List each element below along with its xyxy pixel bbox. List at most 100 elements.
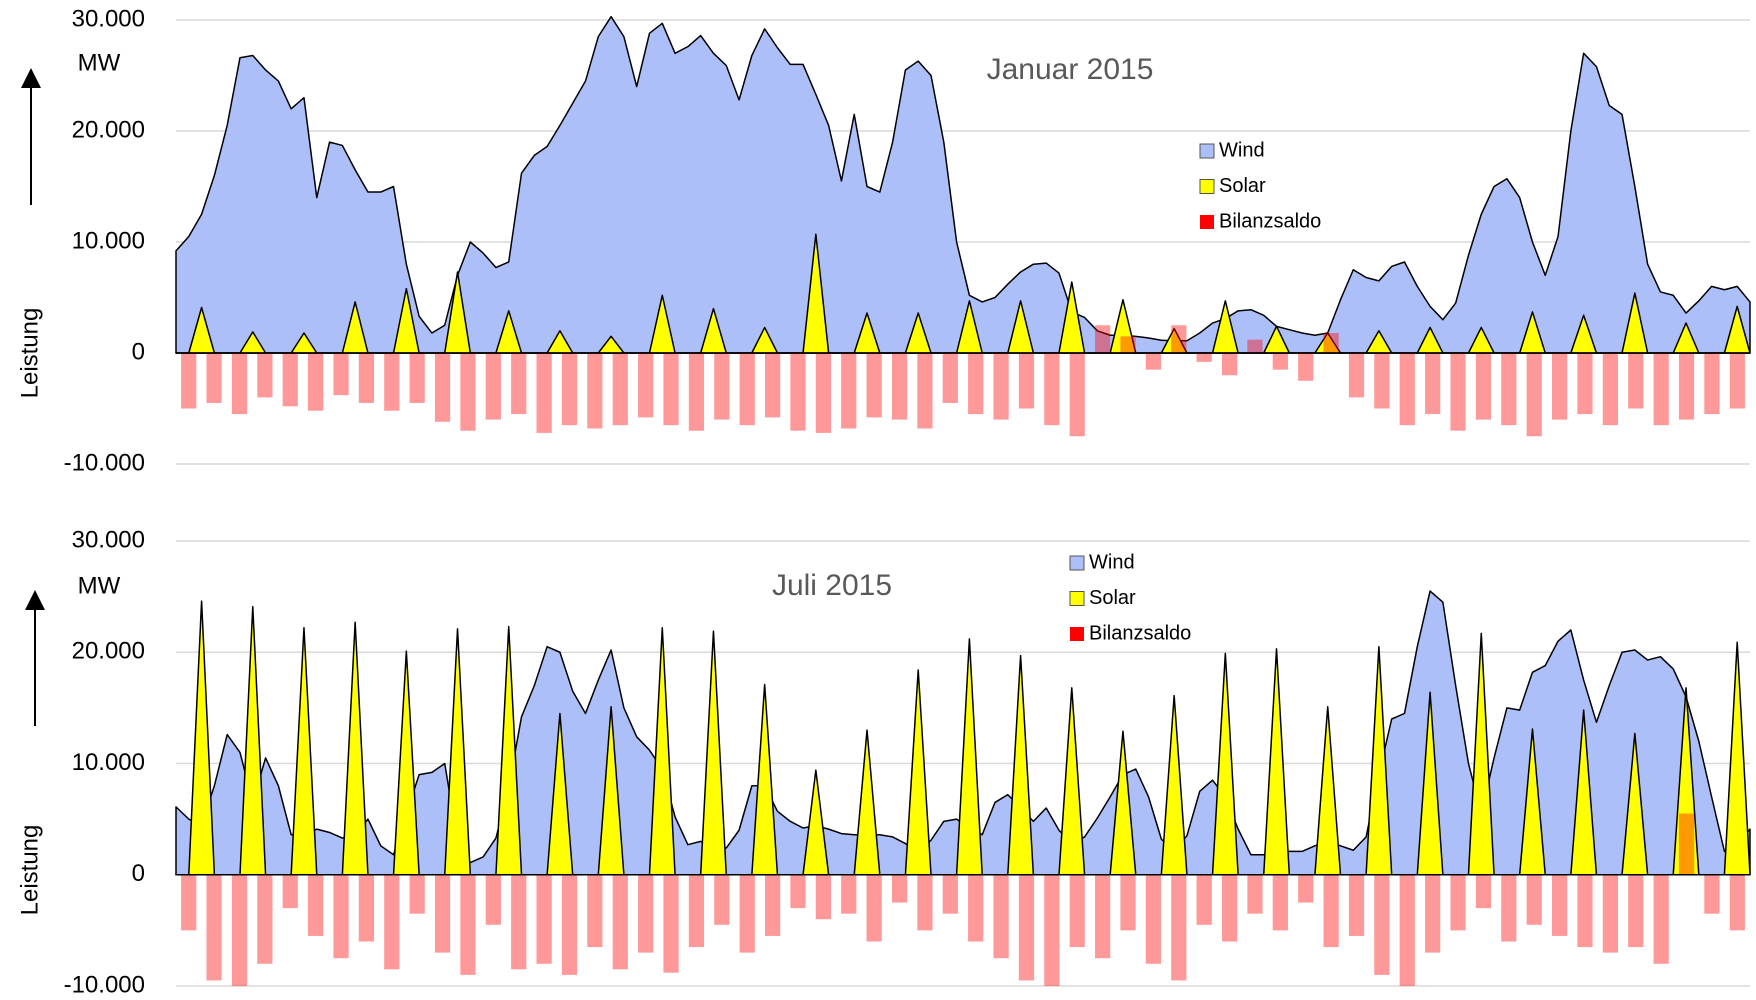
- bar: [790, 874, 806, 909]
- bar: [993, 874, 1009, 959]
- bar: [917, 353, 933, 429]
- bar: [1577, 874, 1593, 948]
- bar: [1501, 353, 1517, 426]
- bar: [485, 874, 501, 925]
- bar: [587, 874, 603, 948]
- bar: [231, 353, 248, 415]
- bar: [181, 353, 197, 409]
- unit-label: MW: [78, 49, 121, 76]
- bar: [384, 353, 400, 411]
- bar: [1425, 874, 1441, 953]
- y-tick-label: -10.000: [64, 449, 145, 476]
- bar: [917, 874, 933, 931]
- y-tick-label: -10.000: [64, 971, 145, 998]
- bar: [815, 353, 831, 433]
- bar: [1501, 874, 1517, 942]
- bar: [561, 874, 578, 975]
- bar: [714, 874, 730, 925]
- bar: [384, 874, 400, 970]
- bar: [257, 353, 273, 398]
- bar: [1018, 353, 1035, 409]
- bar: [282, 874, 298, 909]
- legend-swatch: [1200, 215, 1214, 229]
- bar: [460, 874, 476, 975]
- bar: [1729, 353, 1745, 409]
- bar: [434, 874, 451, 953]
- bar: [1095, 325, 1111, 353]
- bar: [1399, 874, 1415, 986]
- bar: [1221, 874, 1238, 942]
- bar: [1247, 339, 1263, 353]
- bar: [1221, 353, 1238, 376]
- bar: [1551, 353, 1568, 420]
- bar: [1475, 874, 1492, 909]
- bar: [1171, 874, 1187, 981]
- legend-swatch: [1199, 143, 1215, 159]
- bar: [968, 874, 984, 942]
- bar: [891, 353, 908, 420]
- bar: [612, 874, 628, 970]
- bar: [358, 874, 375, 942]
- bar: [1526, 353, 1542, 437]
- bar: [358, 353, 375, 403]
- bar: [1678, 353, 1695, 420]
- bar: [866, 874, 882, 942]
- bar: [1120, 336, 1136, 353]
- bar: [206, 874, 222, 981]
- legend-label: Solar: [1219, 175, 1266, 197]
- bar: [841, 353, 857, 429]
- bar: [1196, 874, 1212, 925]
- bar: [1247, 874, 1263, 914]
- bar: [1425, 353, 1441, 415]
- y-tick-label: 10.000: [72, 749, 145, 776]
- bar: [1323, 333, 1339, 353]
- legend-swatch: [1199, 179, 1215, 194]
- bar: [308, 874, 324, 936]
- legend-label: Wind: [1089, 551, 1135, 573]
- bar: [1704, 353, 1720, 415]
- bar: [1120, 874, 1136, 931]
- bar: [1323, 874, 1339, 948]
- legend-swatch: [1070, 627, 1084, 641]
- bar: [688, 874, 705, 948]
- bar: [841, 874, 857, 914]
- bar: [231, 874, 248, 986]
- bar: [1272, 353, 1288, 370]
- bar: [1577, 353, 1593, 415]
- bar: [891, 874, 908, 903]
- bar: [1628, 874, 1644, 948]
- bar: [739, 353, 755, 426]
- bar: [587, 353, 603, 429]
- legend-swatch: [1069, 555, 1085, 571]
- bar: [1399, 353, 1415, 426]
- bar: [511, 874, 527, 970]
- bar: [866, 353, 882, 418]
- bar: [1348, 353, 1365, 398]
- bar: [764, 874, 781, 936]
- bar: [688, 353, 705, 431]
- panel-title: Juli 2015: [772, 569, 892, 602]
- legend-label: Bilanzsaldo: [1089, 622, 1191, 644]
- unit-label: MW: [78, 572, 121, 599]
- bar: [1298, 874, 1314, 903]
- bar: [1704, 874, 1720, 914]
- y-tick-label: 20.000: [72, 638, 145, 665]
- bar: [1171, 325, 1187, 353]
- bar: [1069, 874, 1085, 948]
- bar: [536, 353, 552, 433]
- bar: [1374, 353, 1390, 409]
- bar: [485, 353, 501, 420]
- bar: [460, 353, 476, 431]
- bar: [561, 353, 578, 426]
- bar: [1678, 813, 1695, 875]
- bar: [612, 353, 628, 426]
- bar: [790, 353, 806, 431]
- bar: [257, 874, 273, 964]
- bar: [1526, 874, 1542, 925]
- bar: [1196, 353, 1212, 362]
- y-tick-label: 10.000: [72, 227, 145, 254]
- bar: [968, 353, 984, 415]
- bar: [638, 353, 654, 418]
- legend-label: Wind: [1219, 139, 1265, 161]
